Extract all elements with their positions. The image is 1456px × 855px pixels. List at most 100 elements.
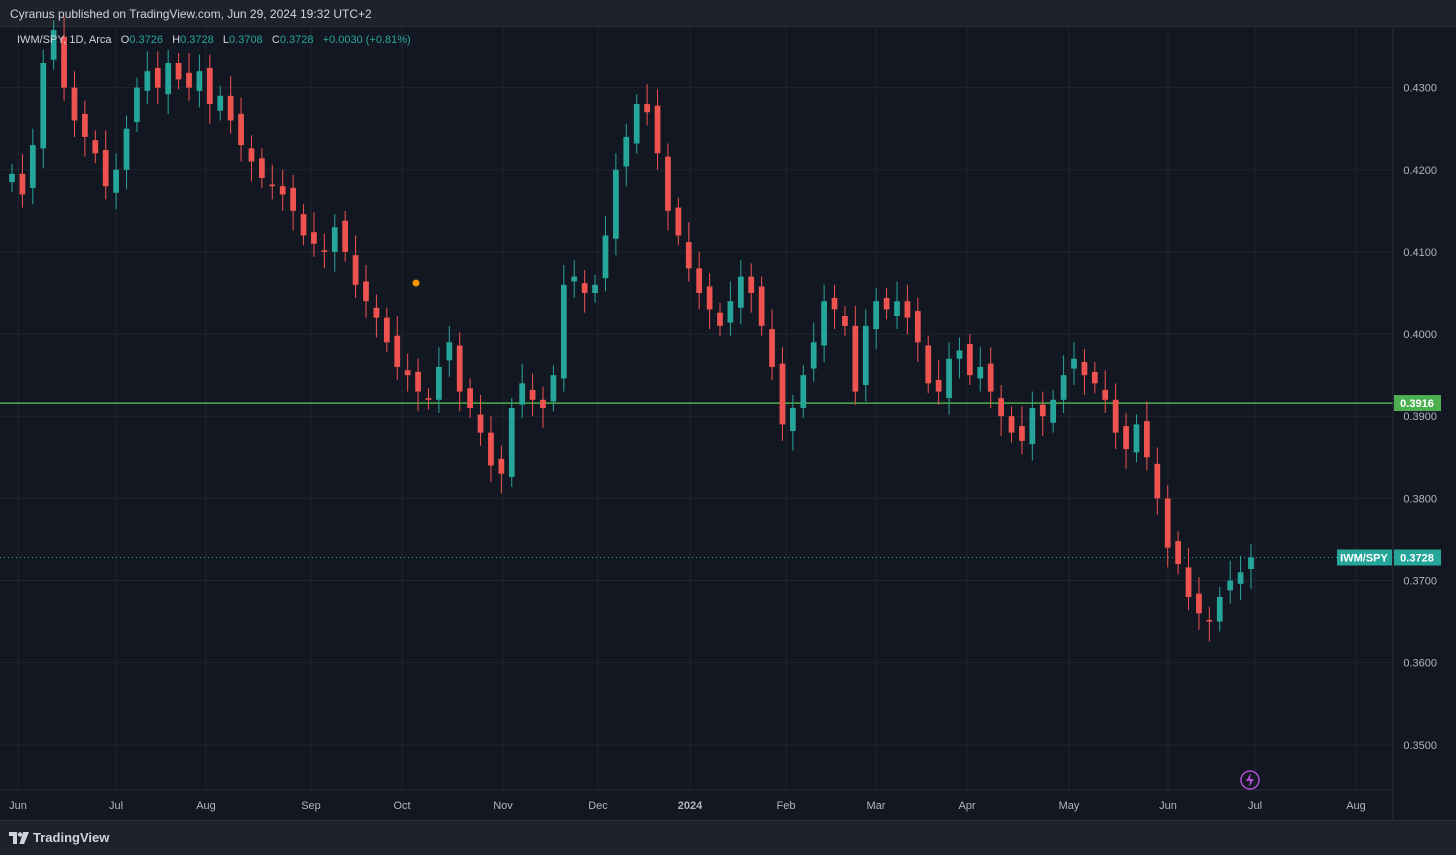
alert-icon[interactable]	[1240, 770, 1260, 790]
candle-body	[675, 207, 682, 236]
candle-body	[696, 268, 703, 293]
price-tick-label: 0.3500	[1403, 740, 1437, 752]
symbol-legend: IWM/SPY, 1D, Arca O0.3726 H 0.3728 L0.370…	[17, 34, 411, 46]
legend-close-value: 0.3728	[279, 34, 314, 46]
candle-body	[842, 315, 848, 326]
candle-body	[810, 342, 817, 369]
legend-open-value: 0.3726	[129, 34, 163, 46]
time-axis: Jun Jul Aug Sep Oct Nov Dec 2024 Feb Mar Apr May Jun…	[9, 800, 1366, 812]
candle-body	[560, 284, 567, 379]
price-tick-label: 0.4100	[1403, 247, 1437, 259]
candle-body	[352, 255, 359, 285]
candle-body	[1227, 580, 1234, 591]
candle-body	[248, 148, 255, 162]
candle-body	[914, 311, 921, 343]
candle-body	[1091, 371, 1098, 384]
tradingview-logo-icon	[9, 831, 29, 844]
candle-body	[1008, 416, 1015, 433]
candle-body	[1019, 426, 1025, 441]
candle-body	[383, 317, 390, 343]
time-tick-label: May	[1059, 800, 1080, 812]
legend-change: +0.0030 (+0.81%)	[322, 34, 411, 46]
candle-body	[206, 67, 213, 105]
candle-body	[685, 242, 692, 269]
legend-high-label: H	[172, 34, 181, 46]
time-tick-label: Jun	[1159, 800, 1177, 812]
candle-body	[446, 342, 453, 361]
candle-body	[331, 227, 338, 252]
last-price-tag: 0.3728	[1400, 553, 1434, 565]
candle-body	[1102, 389, 1109, 400]
time-tick-label: Sep	[301, 800, 321, 812]
candle-body	[1133, 424, 1140, 453]
candle-body	[758, 286, 765, 326]
candle-body	[779, 363, 786, 425]
price-tick-label: 0.4000	[1403, 329, 1437, 341]
time-tick-label: Jul	[109, 800, 123, 812]
legend-low-value: 0.3708	[229, 34, 263, 46]
candle-body	[581, 283, 588, 293]
legend-symbol[interactable]: IWM/SPY, 1D, Arca	[17, 34, 112, 46]
candle-body	[134, 87, 140, 123]
candle-body	[71, 87, 78, 121]
candle-body	[654, 105, 661, 154]
time-tick-label: Jul	[1248, 800, 1262, 812]
legend-low-label: L	[222, 34, 230, 46]
candle-body	[1029, 408, 1036, 445]
candle-body	[1206, 619, 1213, 622]
candle-body	[50, 30, 57, 60]
candle-body	[321, 250, 328, 252]
candle-body	[498, 458, 505, 474]
publication-header: Cyranus published on TradingView.com, Ju…	[0, 0, 1456, 27]
candle-body	[1112, 399, 1119, 433]
candle-body	[61, 36, 67, 88]
candle-body	[613, 169, 619, 239]
candle-body	[1123, 426, 1129, 450]
candle-body	[956, 350, 963, 359]
candle-body	[175, 62, 182, 80]
publication-info: Cyranus published on TradingView.com, Ju…	[10, 7, 372, 21]
candle-body	[935, 380, 942, 392]
tradingview-logo[interactable]: TradingView	[9, 830, 109, 845]
candle-body	[1237, 572, 1244, 584]
candle-body	[456, 345, 463, 392]
candle-body	[467, 388, 473, 408]
price-tick-label: 0.4300	[1403, 83, 1437, 95]
time-tick-label: Aug	[1346, 800, 1366, 812]
candle-body	[394, 335, 401, 367]
candle-body	[769, 329, 775, 367]
candle-body	[633, 104, 640, 144]
candle-body	[1060, 375, 1067, 400]
candle-body	[519, 383, 526, 405]
candle-body	[987, 363, 994, 392]
candle-body	[977, 366, 984, 379]
candle-body	[363, 281, 369, 302]
legend-open-label: O	[120, 34, 130, 46]
candle-body	[311, 232, 317, 244]
candle-body	[748, 276, 755, 293]
candle-body	[404, 370, 411, 376]
price-axis: 0.3500 0.3600 0.3700 0.3800 0.3900 0.4000 0.41…	[1403, 83, 1437, 752]
candle-body	[967, 343, 973, 376]
candle-body	[904, 301, 911, 318]
price-tick-label: 0.4200	[1403, 165, 1437, 177]
candle-body	[706, 286, 713, 310]
price-tick-label: 0.3900	[1403, 411, 1437, 423]
candle-body	[1050, 399, 1057, 423]
candle-body	[821, 301, 827, 346]
candle-body	[1071, 358, 1077, 369]
candle-body	[550, 375, 557, 402]
candle-body	[800, 375, 807, 408]
candle-body	[92, 140, 99, 154]
last-price-tag-bg	[1394, 549, 1441, 566]
chart-grid	[0, 26, 1393, 790]
candle-body	[665, 156, 671, 211]
candle-body	[508, 408, 515, 478]
candle-body	[373, 307, 380, 318]
candle-body	[737, 276, 744, 308]
time-tick-label: Mar	[867, 800, 886, 812]
candle-body	[82, 113, 88, 137]
candle-body	[154, 67, 161, 88]
candle-body	[602, 235, 609, 279]
